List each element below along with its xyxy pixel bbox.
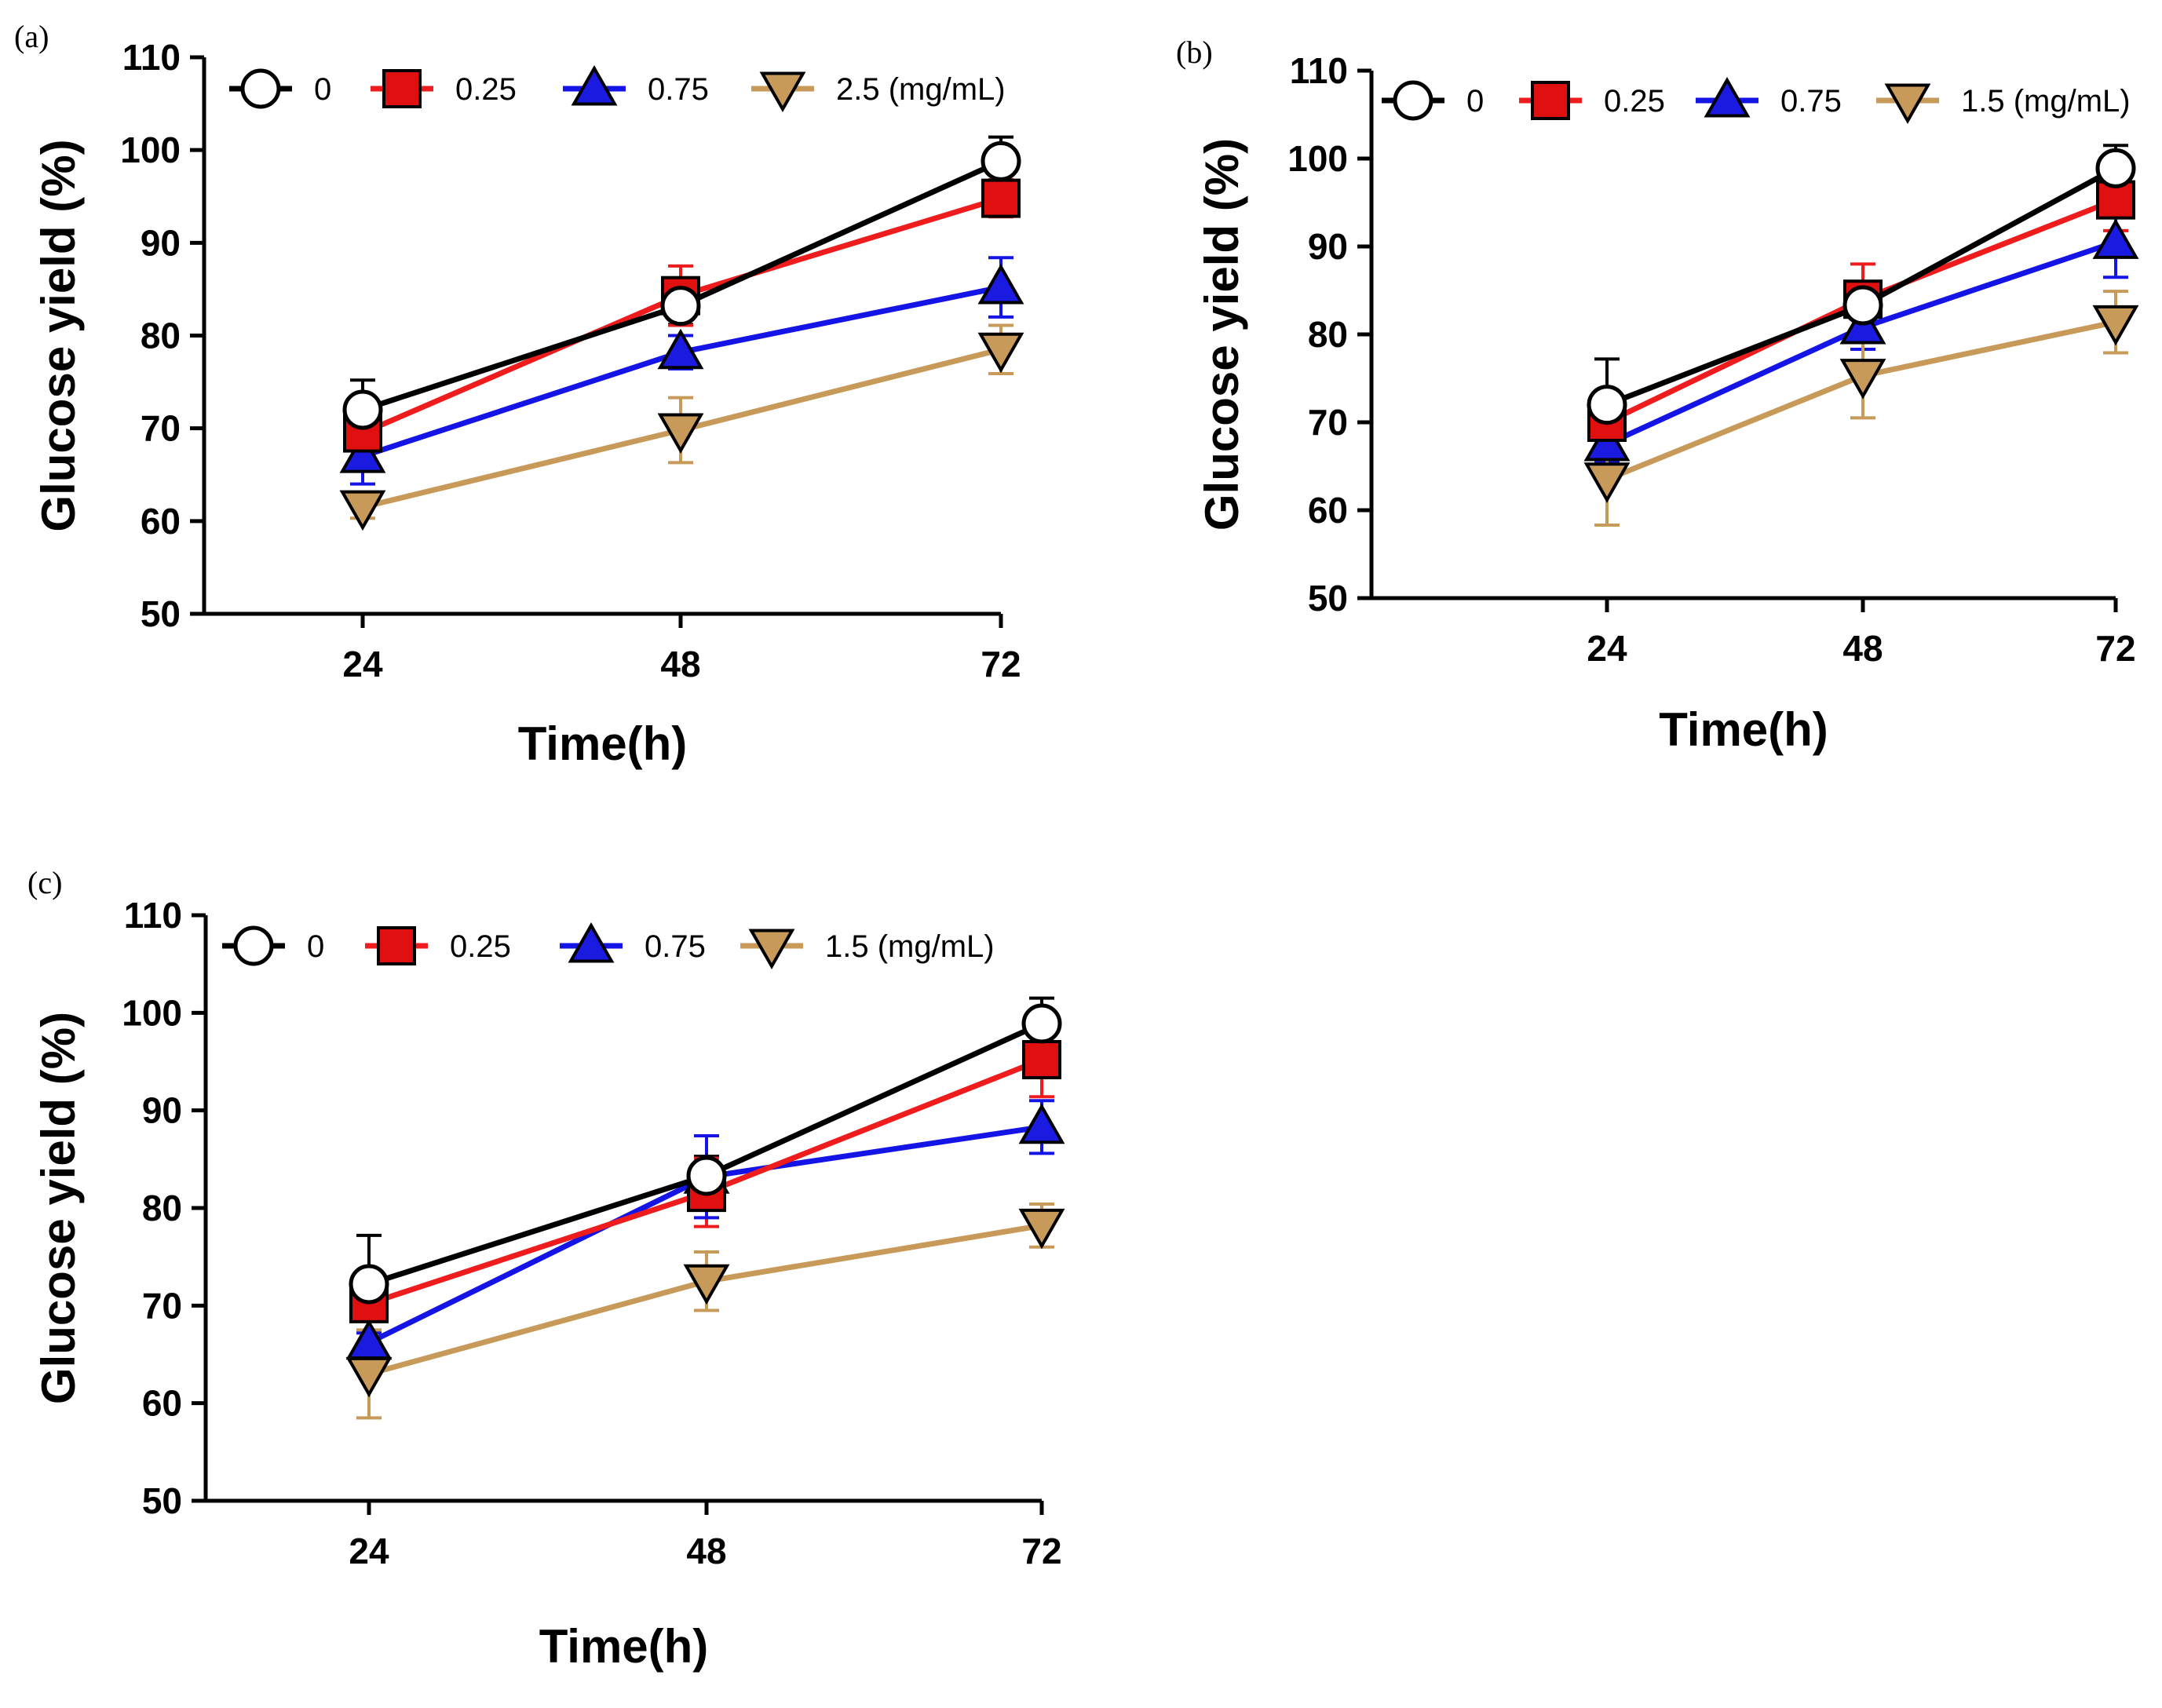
y-tick-label: 70 bbox=[141, 408, 181, 449]
y-tick-label: 100 bbox=[1287, 138, 1348, 179]
legend-marker bbox=[233, 925, 274, 966]
data-point-0 bbox=[686, 1155, 727, 1196]
legend-marker bbox=[759, 71, 806, 113]
legend-label: 0.25 bbox=[1604, 84, 1665, 119]
data-point-3 bbox=[683, 1264, 730, 1305]
legend-label: 2.5 (mg/mL) bbox=[836, 72, 1006, 107]
y-axis-title: Glucose yield (%) bbox=[32, 1012, 85, 1404]
y-tick-label: 100 bbox=[120, 130, 181, 170]
y-tick-label: 50 bbox=[141, 593, 181, 634]
legend-marker bbox=[377, 926, 416, 965]
legend-label: 0.25 bbox=[450, 929, 511, 964]
data-point-3 bbox=[1018, 1208, 1065, 1250]
data-point-1 bbox=[1022, 1040, 1061, 1080]
legend-label: 0 bbox=[1466, 84, 1484, 119]
y-tick-label: 110 bbox=[124, 895, 182, 936]
data-point-0 bbox=[1021, 1003, 1062, 1044]
y-axis-title: Glucose yield (%) bbox=[32, 139, 85, 531]
data-point-0 bbox=[1587, 385, 1627, 425]
data-point-3 bbox=[1583, 462, 1631, 503]
legend-marker bbox=[382, 69, 422, 108]
data-point-0 bbox=[981, 141, 1021, 181]
y-tick-label: 90 bbox=[1308, 226, 1348, 267]
data-point-2 bbox=[2092, 218, 2139, 259]
data-point-0 bbox=[349, 1264, 389, 1305]
data-point-2 bbox=[345, 1319, 393, 1360]
data-point-0 bbox=[2095, 148, 2136, 188]
data-point-0 bbox=[342, 389, 383, 430]
y-tick-label: 60 bbox=[142, 1383, 182, 1424]
x-tick-label: 72 bbox=[1021, 1531, 1061, 1571]
legend-label: 0.75 bbox=[645, 929, 706, 964]
legend-label: 0 bbox=[314, 72, 331, 107]
data-point-3 bbox=[1839, 359, 1886, 400]
legend-label: 0 bbox=[307, 929, 324, 964]
panel-label-b: (b) bbox=[1176, 35, 1213, 70]
y-axis-title: Glucose yield (%) bbox=[1196, 138, 1248, 531]
x-tick-label: 72 bbox=[2095, 628, 2135, 669]
legend-label: 1.5 (mg/mL) bbox=[1961, 84, 2131, 119]
data-point-0 bbox=[660, 286, 701, 327]
data-point-2 bbox=[1018, 1103, 1065, 1144]
x-axis-title: Time(h) bbox=[518, 717, 688, 770]
y-tick-label: 110 bbox=[122, 37, 181, 78]
x-tick-label: 48 bbox=[1842, 628, 1883, 669]
y-tick-label: 90 bbox=[142, 1090, 182, 1131]
y-tick-label: 100 bbox=[122, 992, 182, 1033]
y-tick-label: 70 bbox=[142, 1285, 182, 1326]
legend-marker bbox=[568, 922, 615, 963]
data-point-3 bbox=[2092, 305, 2139, 346]
legend-marker bbox=[748, 929, 795, 970]
data-point-3 bbox=[657, 413, 704, 454]
x-axis-title: Time(h) bbox=[539, 1620, 709, 1673]
y-tick-label: 50 bbox=[142, 1480, 182, 1521]
legend-label: 0.25 bbox=[455, 72, 517, 107]
x-axis-title: Time(h) bbox=[1659, 703, 1828, 756]
legend-marker bbox=[240, 68, 281, 109]
data-point-3 bbox=[339, 490, 386, 531]
legend-marker bbox=[1884, 83, 1931, 125]
y-tick-label: 80 bbox=[142, 1188, 182, 1228]
y-tick-label: 90 bbox=[141, 222, 181, 263]
y-tick-label: 80 bbox=[141, 316, 181, 356]
legend-label: 0.75 bbox=[648, 72, 709, 107]
x-tick-label: 48 bbox=[686, 1531, 726, 1571]
y-tick-label: 50 bbox=[1308, 578, 1348, 619]
y-tick-label: 110 bbox=[1290, 50, 1348, 91]
x-tick-label: 48 bbox=[660, 644, 700, 684]
data-point-0 bbox=[1842, 285, 1883, 326]
panel-label-a: (a) bbox=[14, 19, 49, 54]
legend-marker bbox=[1704, 76, 1751, 118]
data-point-2 bbox=[657, 328, 704, 370]
x-tick-label: 24 bbox=[349, 1531, 389, 1571]
legend-marker bbox=[1531, 81, 1570, 120]
x-tick-label: 24 bbox=[1587, 628, 1627, 669]
chart-b: 50 60 70 80 90 100 110 24 48 72 Time(h) Glucose yie… bbox=[1196, 50, 2139, 756]
x-tick-label: 24 bbox=[342, 644, 383, 684]
y-tick-label: 70 bbox=[1308, 402, 1348, 443]
data-point-2 bbox=[339, 432, 386, 473]
chart-c: 50 60 70 80 90 100 110 24 48 72 Time(h) Glucose yie… bbox=[32, 895, 1065, 1673]
legend-marker bbox=[1393, 80, 1433, 121]
legend-label: 1.5 (mg/mL) bbox=[825, 929, 995, 964]
data-point-2 bbox=[977, 264, 1024, 305]
data-point-1 bbox=[981, 178, 1021, 218]
data-point-3 bbox=[345, 1356, 393, 1398]
legend-marker bbox=[571, 64, 618, 106]
y-tick-label: 80 bbox=[1308, 314, 1348, 355]
panel-label-c: (c) bbox=[27, 865, 62, 900]
x-tick-label: 72 bbox=[981, 644, 1021, 684]
y-tick-label: 60 bbox=[1308, 490, 1348, 531]
chart-a: 50 60 70 80 90 100 110 24 48 72 Time(h) Glucose yie… bbox=[32, 37, 1024, 770]
y-tick-label: 60 bbox=[141, 501, 181, 542]
data-point-3 bbox=[977, 332, 1024, 374]
legend-label: 0.75 bbox=[1780, 84, 1842, 119]
